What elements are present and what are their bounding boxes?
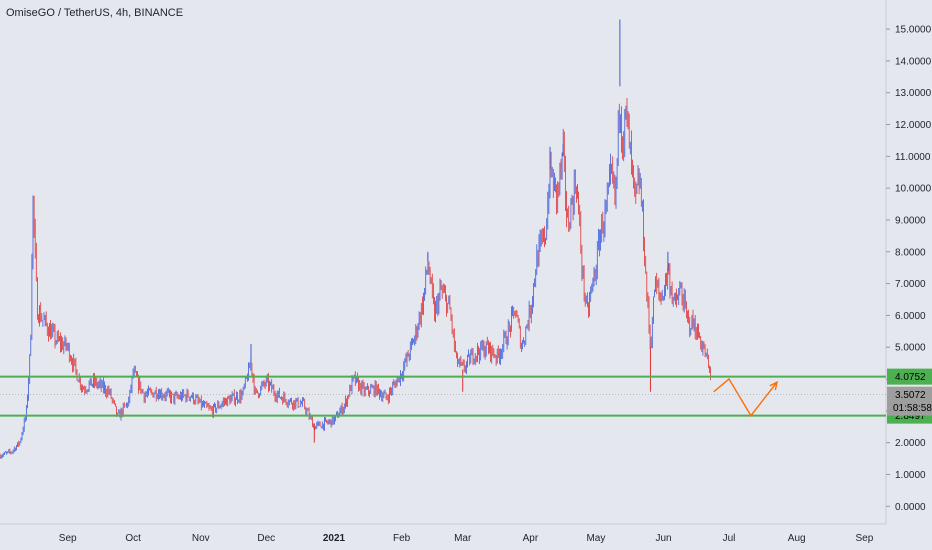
y-tick-label: 15.0000	[895, 25, 932, 36]
x-tick-label: Sep	[59, 533, 77, 544]
y-tick-label: 7.0000	[895, 279, 926, 290]
price-tags: 4.0752 2.8497 3.5072 01:58:58	[0, 368, 932, 424]
x-tick-label: Sep	[856, 533, 874, 544]
x-tick-label: Jun	[655, 533, 671, 544]
resistance-price-tag: 4.0752	[895, 372, 926, 383]
y-tick-label: 12.0000	[895, 120, 932, 131]
y-tick-label: 0.0000	[895, 502, 926, 513]
y-tick-label: 14.0000	[895, 56, 932, 67]
chart-title: OmiseGO / TetherUS, 4h, BINANCE	[6, 7, 183, 19]
x-tick-label: Dec	[257, 533, 275, 544]
x-tick-label: Mar	[454, 533, 472, 544]
candles-layer	[0, 19, 711, 459]
last-price-tag-bg	[887, 386, 932, 416]
x-tick-label: Feb	[393, 533, 411, 544]
x-tick-label: Jul	[723, 533, 736, 544]
x-tick-label: Aug	[788, 533, 806, 544]
y-tick-label: 11.0000	[895, 152, 931, 163]
y-tick-label: 1.0000	[895, 470, 926, 481]
x-tick-label: 2021	[323, 533, 346, 544]
resistance-price-tag-bg	[887, 368, 932, 385]
y-tick-label: 8.0000	[895, 247, 926, 258]
y-tick-label: 9.0000	[895, 216, 926, 227]
y-tick-label: 10.0000	[895, 184, 932, 195]
last-price-label: 3.5072	[895, 390, 926, 401]
x-tick-label: Oct	[125, 533, 141, 544]
y-tick-label: 5.0000	[895, 343, 926, 354]
x-tick-label: Nov	[192, 533, 210, 544]
bar-countdown-label: 01:58:58	[893, 403, 932, 414]
projection-arrowhead[interactable]	[769, 380, 779, 391]
time-axis[interactable]: Sep Oct Nov Dec 2021 Feb Mar Apr May Jun Jul Aug Sep	[59, 533, 874, 544]
projection-layer[interactable]	[713, 377, 779, 417]
y-tick-label: 2.0000	[895, 438, 926, 449]
support-price-tag: 2.8497	[895, 411, 926, 422]
y-tick-label: 13.0000	[895, 88, 932, 99]
x-tick-label: Apr	[523, 533, 539, 544]
x-tick-label: May	[586, 533, 605, 544]
y-tick-label: 6.0000	[895, 311, 926, 322]
support-resistance-layer[interactable]	[0, 375, 886, 417]
projection-path[interactable]	[713, 377, 778, 417]
